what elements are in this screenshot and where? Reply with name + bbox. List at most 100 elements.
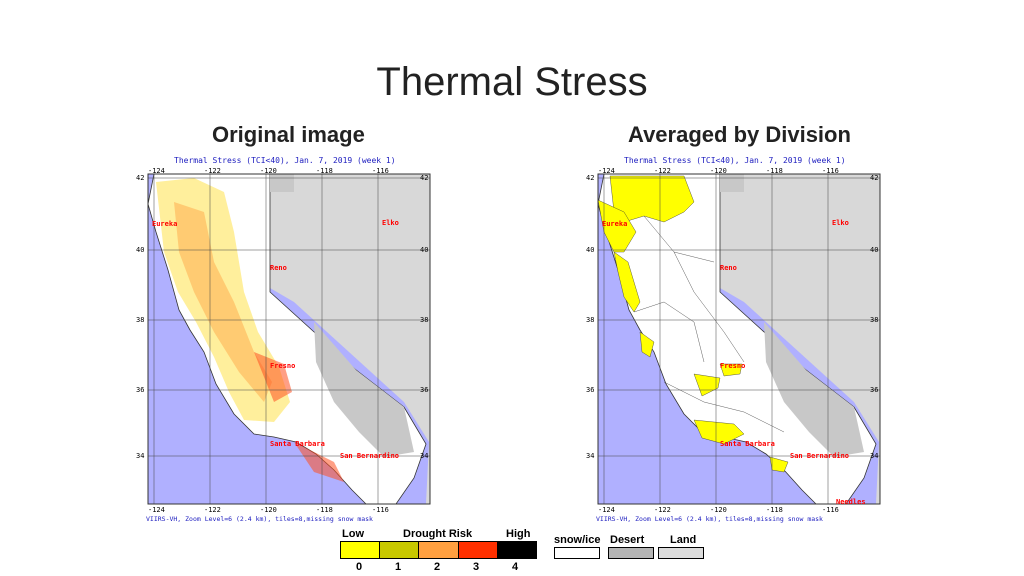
svg-text:-116: -116	[372, 506, 389, 514]
legend-title: Drought Risk	[403, 528, 473, 540]
desert-region	[270, 174, 414, 457]
drought-area-moderate	[174, 202, 272, 402]
land-class-legend: snow/ice Desert Land	[552, 528, 712, 564]
right-panel-heading: Averaged by Division	[628, 122, 851, 147]
legend-swatch-2	[419, 542, 459, 558]
division-fresno-low	[719, 363, 743, 377]
svg-text:42: 42	[586, 174, 594, 182]
svg-text:38: 38	[870, 316, 878, 324]
svg-text:40: 40	[586, 246, 594, 254]
city-label-san-bernardino: San Bernardino	[340, 452, 399, 460]
division-santa-barbara-low	[693, 419, 745, 445]
drought-area-high	[254, 352, 344, 482]
city-label-reno: Reno	[270, 264, 287, 272]
city-label-elko: Elko	[832, 219, 849, 227]
city-label-fresno: Fresno	[720, 362, 745, 370]
svg-text:40: 40	[870, 246, 878, 254]
city-label-san-bernardino: San Bernardino	[790, 452, 849, 460]
map-frame	[597, 173, 881, 505]
legend-land-label: Land	[670, 534, 697, 546]
non-california-land	[598, 174, 880, 504]
svg-text:-116: -116	[822, 167, 839, 175]
svg-text:42: 42	[136, 174, 144, 182]
svg-text:-122: -122	[204, 167, 221, 175]
svg-text:42: 42	[420, 174, 428, 182]
svg-text:34: 34	[420, 452, 428, 460]
svg-text:38: 38	[136, 316, 144, 324]
svg-text:-118: -118	[316, 506, 333, 514]
drought-risk-legend: Low Drought Risk High 0 1 2 3 4	[340, 528, 537, 574]
svg-text:-122: -122	[204, 506, 221, 514]
city-label-eureka: Eureka	[152, 220, 177, 228]
legend-value-2: 2	[434, 561, 441, 573]
grid-lines	[148, 174, 430, 504]
map-footer: VIIRS-VH, Zoom Level=6 (2.4 km), tiles=8…	[146, 515, 373, 523]
averaged-by-division-map: Thermal Stress (TCI<40), Jan. 7, 2019 (w…	[584, 152, 884, 524]
svg-text:-122: -122	[654, 506, 671, 514]
svg-text:38: 38	[420, 316, 428, 324]
lat-ticks-left: 42 40 38 36 34	[136, 174, 144, 460]
svg-text:-120: -120	[710, 167, 727, 175]
lon-ticks-bottom: -124 -122 -120 -118 -116	[148, 506, 389, 514]
map-frame	[147, 173, 431, 505]
lon-ticks-top: -124 -122 -120 -118 -116	[598, 167, 839, 175]
city-label-elko: Elko	[382, 219, 399, 227]
legend-value-4: 4	[512, 561, 519, 573]
legend-snow-label: snow/ice	[554, 534, 601, 546]
svg-text:34: 34	[586, 452, 594, 460]
svg-text:-122: -122	[654, 167, 671, 175]
svg-text:-120: -120	[710, 506, 727, 514]
svg-text:-118: -118	[766, 506, 783, 514]
svg-text:-124: -124	[598, 506, 615, 514]
map-title: Thermal Stress (TCI<40), Jan. 7, 2019 (w…	[624, 156, 846, 165]
legend-swatch-3	[458, 542, 498, 558]
city-label-fresno: Fresno	[270, 362, 295, 370]
map-title: Thermal Stress (TCI<40), Jan. 7, 2019 (w…	[174, 156, 396, 165]
lat-ticks-right: 42 40 38 36 34	[420, 174, 428, 460]
city-label-santa-barbara: Santa Barbara	[720, 440, 775, 448]
lat-ticks-right: 42 40 38 36 34	[870, 174, 878, 460]
svg-text:38: 38	[586, 316, 594, 324]
drought-area-low	[156, 178, 290, 422]
city-label-eureka: Eureka	[602, 220, 627, 228]
division-boundaries	[633, 215, 785, 433]
lon-ticks-top: -124 -122 -120 -118 -116	[148, 167, 389, 175]
legend-snow-swatch	[554, 547, 600, 559]
desert-region	[720, 174, 864, 457]
original-image-map: Thermal Stress (TCI<40), Jan. 7, 2019 (w…	[134, 152, 434, 524]
slide-title: Thermal Stress	[376, 60, 648, 104]
legend-high-label: High	[506, 528, 531, 540]
svg-text:36: 36	[586, 386, 594, 394]
legend-low-label: Low	[342, 528, 364, 540]
svg-text:42: 42	[870, 174, 878, 182]
svg-text:34: 34	[136, 452, 144, 460]
legend-swatch-bar	[340, 541, 537, 559]
svg-text:-124: -124	[598, 167, 615, 175]
map-footer: VIIRS-VH, Zoom Level=6 (2.4 km), tiles=8…	[596, 515, 823, 523]
svg-text:-120: -120	[260, 167, 277, 175]
svg-text:36: 36	[870, 386, 878, 394]
legend-swatch-4	[497, 542, 537, 558]
svg-text:-116: -116	[372, 167, 389, 175]
svg-text:-116: -116	[822, 506, 839, 514]
lon-ticks-bottom: -124 -122 -120 -118 -116	[598, 506, 839, 514]
legend-desert-swatch	[608, 547, 654, 559]
legend-swatch-0	[341, 542, 381, 558]
svg-text:40: 40	[136, 246, 144, 254]
legend-land-swatch	[658, 547, 704, 559]
division-south-low	[769, 456, 789, 473]
city-label-needles: Needles	[836, 498, 866, 506]
left-panel-heading: Original image	[212, 122, 365, 147]
svg-text:-124: -124	[148, 506, 165, 514]
legend-swatch-1	[380, 542, 420, 558]
svg-text:-118: -118	[316, 167, 333, 175]
non-california-land	[148, 174, 430, 504]
legend-value-1: 1	[395, 561, 402, 573]
legend-value-3: 3	[473, 561, 480, 573]
city-label-reno: Reno	[720, 264, 737, 272]
svg-text:36: 36	[420, 386, 428, 394]
svg-text:-124: -124	[148, 167, 165, 175]
legend-desert-label: Desert	[610, 534, 645, 546]
legend-value-0: 0	[356, 561, 363, 573]
lat-ticks-left: 42 40 38 36 34	[586, 174, 594, 460]
